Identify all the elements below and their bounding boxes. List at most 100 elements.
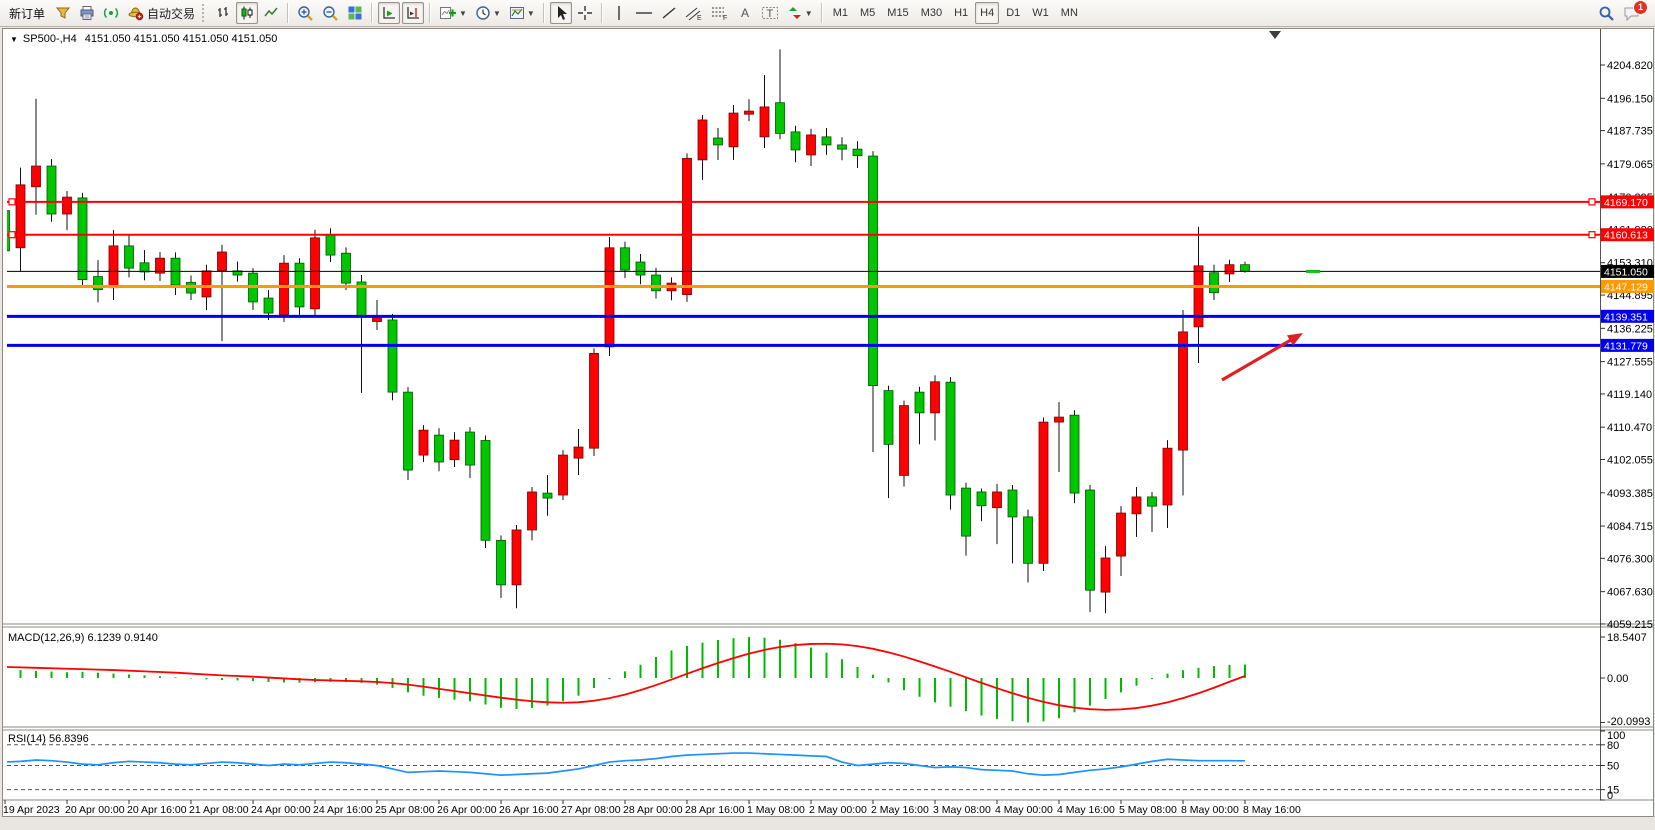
main-toolbar: 新订单 自动交易 xyxy=(0,0,1655,27)
rsi-label: RSI(14) 56.8396 xyxy=(8,733,89,745)
axis-price-flag xyxy=(1601,309,1654,323)
annotation-arrow[interactable] xyxy=(1221,333,1303,382)
candle xyxy=(868,155,878,387)
tf-d1-button[interactable]: D1 xyxy=(1001,2,1025,24)
trendline-button[interactable] xyxy=(658,2,680,24)
line-handle[interactable] xyxy=(1588,231,1596,239)
price-tick-label: 4093.385 xyxy=(1607,488,1653,500)
auto-scroll-button[interactable] xyxy=(378,2,401,24)
toolbar-separator xyxy=(542,3,545,23)
print-button[interactable] xyxy=(76,2,98,24)
auto-trading-button[interactable]: 自动交易 xyxy=(124,2,198,24)
candle xyxy=(155,257,165,274)
zoom-out-button[interactable] xyxy=(319,2,342,24)
new-order-button[interactable]: 新订单 xyxy=(4,2,50,24)
price-tick-label: 4204.820 xyxy=(1607,60,1653,72)
time-tick-label: 26 Apr 00:00 xyxy=(437,804,497,816)
candle xyxy=(713,137,723,146)
line-handle[interactable] xyxy=(8,231,16,239)
tf-w1-button[interactable]: W1 xyxy=(1027,2,1054,24)
new-chart-button[interactable]: ▼ xyxy=(436,2,470,24)
candle xyxy=(775,102,785,134)
market-watch-button[interactable] xyxy=(52,2,74,24)
hline-objects[interactable] xyxy=(7,198,1600,347)
equidistant-channel-button[interactable]: E xyxy=(682,2,706,24)
tf-m1-button[interactable]: M1 xyxy=(828,2,853,24)
crosshair-button[interactable] xyxy=(574,2,596,24)
candle xyxy=(635,261,646,276)
pane-frame xyxy=(3,29,1653,801)
chart-shift-marker[interactable] xyxy=(1269,31,1281,39)
trendline-icon xyxy=(662,7,676,19)
time-tick-label: 28 Apr 00:00 xyxy=(623,804,683,816)
candle xyxy=(744,110,754,115)
signals-button[interactable] xyxy=(100,2,122,24)
line-chart-button[interactable] xyxy=(260,2,282,24)
notifications-button[interactable]: 1 xyxy=(1620,0,1648,24)
sonar-icon xyxy=(103,7,119,19)
toolbar-separator xyxy=(287,3,290,23)
text-label-tool-button[interactable]: T xyxy=(758,2,782,24)
candle xyxy=(806,134,816,156)
notification-badge: 1 xyxy=(1633,0,1648,15)
line-handle[interactable] xyxy=(8,198,16,206)
periods-button[interactable]: ▼ xyxy=(472,2,504,24)
candle xyxy=(1131,496,1142,515)
time-tick-label: 5 May 08:00 xyxy=(1119,804,1177,816)
fibonacci-button[interactable]: F xyxy=(708,2,732,24)
time-tick-label: 26 Apr 16:00 xyxy=(499,804,559,816)
zoom-in-button[interactable] xyxy=(294,2,317,24)
time-axis[interactable]: 19 Apr 2023 20 Apr 00:00 20 Apr 16:00 21 Ap… xyxy=(3,800,1301,816)
price-axis[interactable]: 4204.8204196.1504187.7354179.0654170.395… xyxy=(1600,60,1654,802)
rsi-scale-label: 80 xyxy=(1607,740,1619,752)
rsi-line xyxy=(7,752,1246,777)
candle xyxy=(511,529,522,586)
price-tick-label: 4076.300 xyxy=(1607,553,1653,565)
candle xyxy=(418,429,429,456)
candle xyxy=(1193,265,1204,328)
bar-chart-button[interactable] xyxy=(212,2,234,24)
candle xyxy=(139,262,150,273)
candle xyxy=(558,454,568,496)
toolbar-separator xyxy=(429,3,432,23)
candle xyxy=(651,274,661,292)
macd-label: MACD(12,26,9) 6.1239 0.9140 xyxy=(8,632,158,644)
templates-button[interactable]: ▼ xyxy=(506,2,538,24)
candlestick-icon xyxy=(241,6,253,20)
candle xyxy=(883,390,894,445)
arrows-tool-button[interactable]: ▼ xyxy=(784,2,816,24)
candle xyxy=(217,251,227,272)
tf-m30-button[interactable]: M30 xyxy=(916,2,947,24)
text-tool-button[interactable]: A xyxy=(734,2,756,24)
vertical-line-button[interactable] xyxy=(608,2,630,24)
tf-h4-button[interactable]: H4 xyxy=(975,2,1000,24)
price-tick-label: 4059.215 xyxy=(1607,619,1653,631)
candle xyxy=(325,234,336,256)
candle xyxy=(620,247,630,271)
candle xyxy=(852,148,863,157)
tile-windows-button[interactable] xyxy=(344,2,366,24)
chart-window xyxy=(2,28,1654,817)
price-tick-label: 4084.715 xyxy=(1607,521,1653,533)
tf-mn-button[interactable]: MN xyxy=(1056,2,1083,24)
text-label-icon: T xyxy=(761,7,778,20)
chart-quotes-label: 4151.050 4151.050 4151.050 4151.050 xyxy=(84,33,278,45)
candle xyxy=(341,252,351,284)
search-button[interactable] xyxy=(1595,2,1618,24)
candle xyxy=(15,184,26,249)
line-handle[interactable] xyxy=(1588,198,1596,206)
candle xyxy=(31,165,41,188)
axis-price-flag-label: 4160.613 xyxy=(1604,230,1648,242)
collapse-icon[interactable]: ▼ xyxy=(10,34,18,44)
axis-price-flag xyxy=(1601,264,1654,278)
tf-m5-button[interactable]: M5 xyxy=(855,2,880,24)
dropdown-arrow-icon: ▼ xyxy=(804,8,813,18)
cursor-button[interactable] xyxy=(549,2,572,24)
horizontal-line-button[interactable] xyxy=(632,2,656,24)
tf-m15-button[interactable]: M15 xyxy=(882,2,913,24)
chart-shift-button[interactable] xyxy=(402,2,425,24)
candlestick-chart-button[interactable] xyxy=(236,2,259,24)
tf-h1-button[interactable]: H1 xyxy=(949,2,973,24)
fibonacci-icon: F xyxy=(711,7,727,21)
